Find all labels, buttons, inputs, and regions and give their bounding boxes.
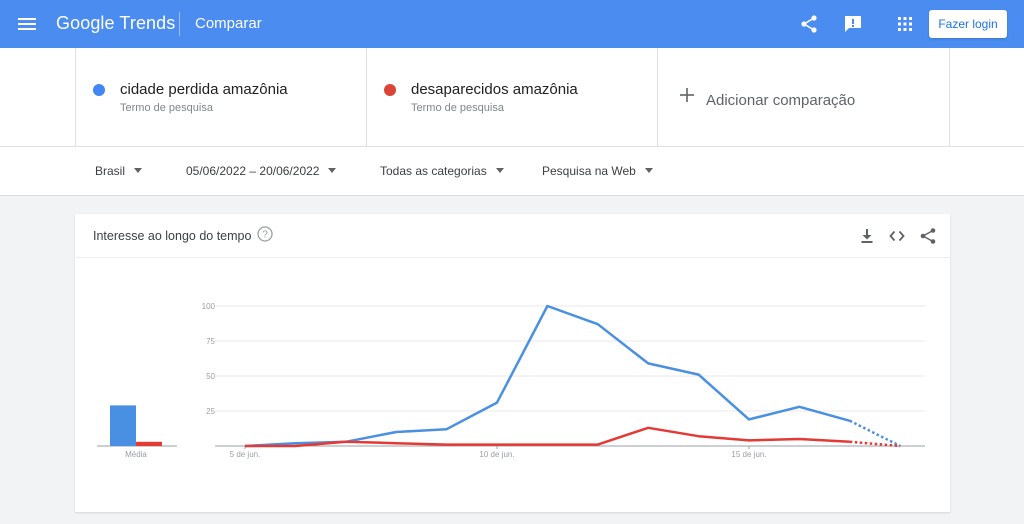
term-color-dot	[93, 84, 105, 96]
header-divider	[179, 12, 180, 36]
apps-icon[interactable]	[895, 14, 915, 34]
x-tick-label: 15 de jun.	[731, 450, 766, 459]
page-title: Comparar	[195, 15, 262, 32]
search-type-dropdown[interactable]: Pesquisa na Web	[542, 164, 653, 178]
series-line-1	[245, 426, 850, 448]
share-icon[interactable]	[919, 227, 937, 245]
dropdown-caret-icon	[495, 168, 504, 173]
category-dropdown[interactable]: Todas as categorias	[380, 164, 504, 178]
embed-icon[interactable]	[888, 227, 906, 245]
region-value: Brasil	[95, 164, 126, 178]
x-tick-label: 5 de jun.	[230, 450, 261, 459]
card-title: Interesse ao longo do tempo	[93, 229, 252, 243]
login-button[interactable]: Fazer login	[929, 10, 1007, 38]
filter-bar: Brasil 05/06/2022 – 20/06/2022 Todas as …	[0, 147, 1024, 196]
svg-text:?: ?	[262, 230, 268, 241]
average-label: Média	[125, 450, 147, 459]
term-name: desaparecidos amazônia	[411, 81, 578, 98]
dropdown-caret-icon	[328, 168, 337, 173]
term-desaparecidos[interactable]: desaparecidos amazônia Termo de pesquisa	[366, 48, 658, 146]
series-partial-segment-0	[849, 419, 901, 448]
google-trends-logo[interactable]: Google Trends	[56, 13, 176, 33]
comparison-terms-bar: cidade perdida amazônia Termo de pesquis…	[0, 48, 1024, 147]
help-icon[interactable]: ?	[257, 226, 273, 242]
y-tick-label: 75	[206, 337, 215, 346]
y-tick-label: 25	[206, 407, 215, 416]
term-cidade-perdida[interactable]: cidade perdida amazônia Termo de pesquis…	[75, 48, 367, 146]
feedback-icon[interactable]	[843, 14, 863, 34]
plus-icon	[680, 88, 694, 102]
term-color-dot	[384, 84, 396, 96]
term-subtitle: Termo de pesquisa	[120, 102, 213, 114]
interest-line-chart: 25 50 75 100 5 de jun. 10 de jun. 15 de jun. Mé…	[97, 302, 925, 459]
dropdown-caret-icon	[134, 168, 143, 173]
term-name: cidade perdida amazônia	[120, 81, 288, 98]
region-dropdown[interactable]: Brasil	[95, 164, 143, 178]
x-tick-label: 10 de jun.	[479, 450, 514, 459]
menu-icon[interactable]	[18, 15, 36, 33]
y-tick-label: 50	[206, 372, 215, 381]
y-tick-label: 100	[202, 302, 216, 311]
add-comparison-label: Adicionar comparação	[706, 92, 856, 109]
category-value: Todas as categorias	[380, 164, 487, 178]
interest-over-time-card: Interesse ao longo do tempo ? 25 50 75 100 5…	[75, 214, 950, 512]
add-comparison-button[interactable]: Adicionar comparação	[657, 48, 950, 146]
average-bar	[136, 441, 162, 446]
series-partial-segment-1	[849, 440, 901, 448]
date-range-dropdown[interactable]: 05/06/2022 – 20/06/2022	[186, 164, 337, 178]
term-subtitle: Termo de pesquisa	[411, 102, 504, 114]
top-app-bar: Google Trends Comparar Fazer login	[0, 0, 1024, 48]
average-bar	[110, 405, 136, 446]
search-type-value: Pesquisa na Web	[542, 164, 636, 178]
share-icon[interactable]	[799, 14, 819, 34]
download-icon[interactable]	[858, 227, 876, 245]
dropdown-caret-icon	[644, 168, 653, 173]
date-range-value: 05/06/2022 – 20/06/2022	[186, 164, 320, 178]
card-header: Interesse ao longo do tempo ?	[75, 214, 950, 258]
